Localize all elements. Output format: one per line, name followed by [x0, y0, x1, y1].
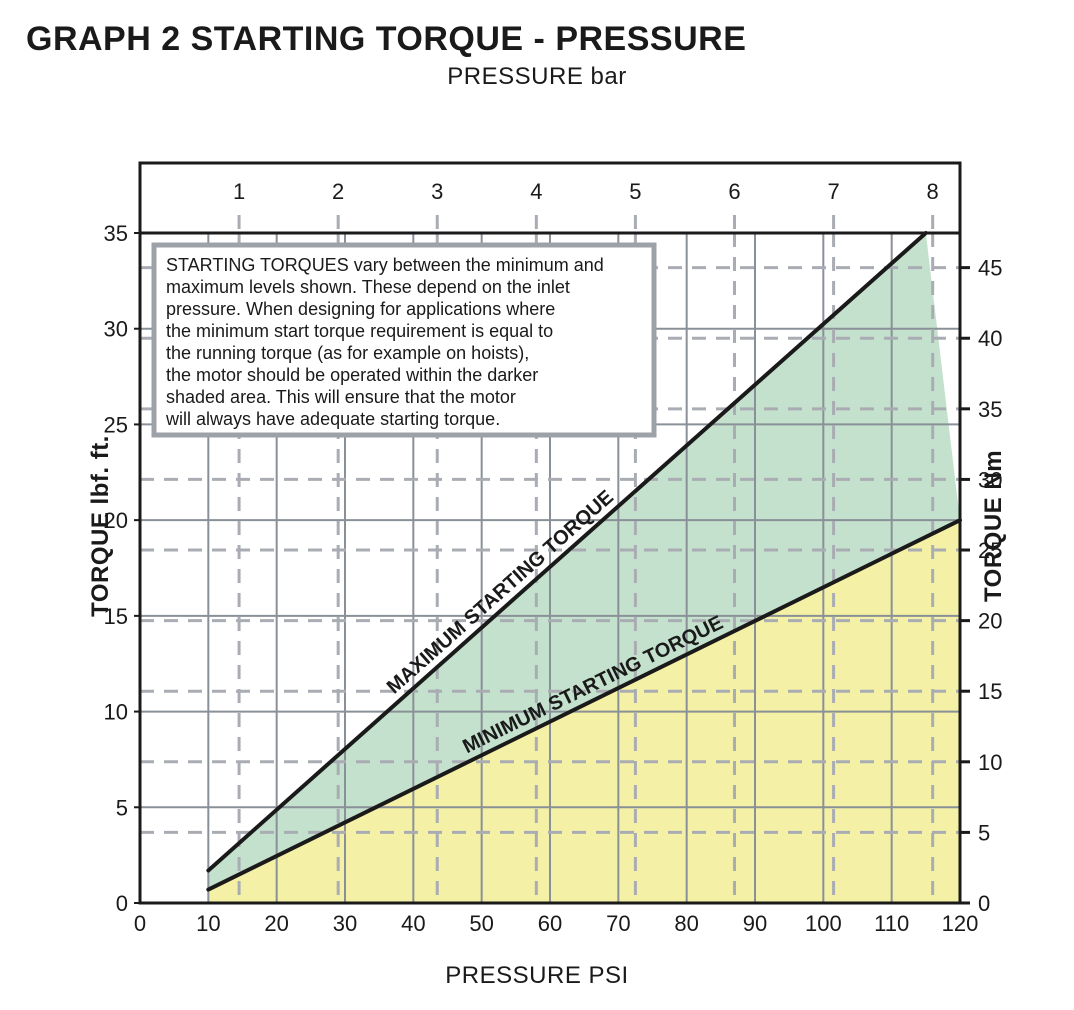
svg-text:90: 90 [743, 911, 767, 936]
svg-text:pressure. When designing for a: pressure. When designing for application… [166, 299, 555, 319]
svg-text:0: 0 [116, 891, 128, 916]
right-axis-title: TORQUE Nm [980, 449, 1008, 601]
chart-svg: MAXIMUM STARTING TORQUEMINIMUM STARTING … [20, 93, 1050, 953]
svg-text:5: 5 [978, 820, 990, 845]
svg-text:60: 60 [538, 911, 562, 936]
svg-text:100: 100 [805, 911, 842, 936]
svg-text:5: 5 [116, 795, 128, 820]
svg-text:0: 0 [978, 891, 990, 916]
svg-text:35: 35 [104, 221, 128, 246]
svg-text:8: 8 [927, 179, 939, 204]
bottom-axis-title: PRESSURE PSI [20, 962, 1054, 990]
svg-text:5: 5 [629, 179, 641, 204]
svg-text:30: 30 [333, 911, 357, 936]
svg-text:50: 50 [469, 911, 493, 936]
svg-text:3: 3 [431, 179, 443, 204]
svg-text:10: 10 [104, 700, 128, 725]
svg-text:6: 6 [728, 179, 740, 204]
svg-text:0: 0 [134, 911, 146, 936]
svg-text:40: 40 [401, 911, 425, 936]
svg-text:the minimum start torque requi: the minimum start torque requirement is … [166, 321, 553, 341]
svg-text:maximum levels shown. These de: maximum levels shown. These depend on th… [166, 277, 570, 297]
svg-text:40: 40 [978, 326, 1002, 351]
svg-text:110: 110 [874, 911, 909, 936]
svg-text:1: 1 [233, 179, 245, 204]
svg-text:4: 4 [530, 179, 542, 204]
svg-text:70: 70 [606, 911, 630, 936]
svg-text:the running torque (as for exa: the running torque (as for example on ho… [166, 343, 529, 363]
svg-text:the motor should be operated w: the motor should be operated within the … [166, 365, 538, 385]
svg-text:20: 20 [978, 609, 1002, 634]
svg-text:30: 30 [104, 317, 128, 342]
svg-text:7: 7 [827, 179, 839, 204]
svg-text:35: 35 [978, 397, 1002, 422]
svg-text:STARTING TORQUES vary between: STARTING TORQUES vary between the minimu… [166, 255, 604, 275]
svg-text:shaded area. This will ensure: shaded area. This will ensure that the m… [166, 387, 516, 407]
chart-title: GRAPH 2 STARTING TORQUE - PRESSURE [26, 20, 1054, 59]
top-axis-title: PRESSURE bar [20, 63, 1054, 91]
chart-container: GRAPH 2 STARTING TORQUE - PRESSURE PRESS… [20, 20, 1054, 990]
svg-text:80: 80 [674, 911, 698, 936]
svg-text:15: 15 [978, 679, 1002, 704]
plot-area: TORQUE lbf. ft. TORQUE Nm MAXIMUM STARTI… [20, 93, 1054, 958]
svg-text:2: 2 [332, 179, 344, 204]
svg-text:20: 20 [264, 911, 288, 936]
svg-text:will always have adequate star: will always have adequate starting torqu… [165, 409, 500, 429]
svg-text:10: 10 [196, 911, 220, 936]
left-axis-title: TORQUE lbf. ft. [87, 435, 115, 617]
svg-text:120: 120 [942, 911, 979, 936]
svg-text:10: 10 [978, 750, 1002, 775]
svg-text:25: 25 [104, 412, 128, 437]
svg-text:45: 45 [978, 256, 1002, 281]
